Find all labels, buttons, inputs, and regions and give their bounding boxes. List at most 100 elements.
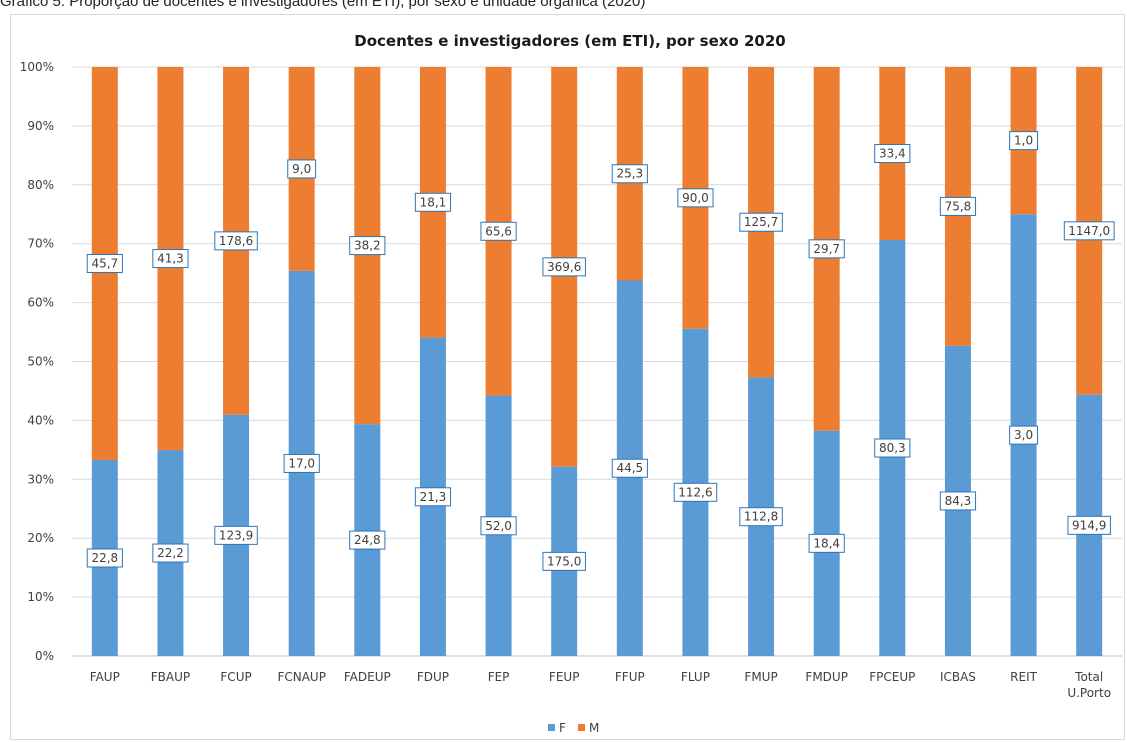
data-label: 22,2 — [157, 546, 184, 560]
figure-caption: Gráfico 5. Proporção de docentes e inves… — [0, 0, 646, 10]
data-label: 21,3 — [420, 490, 447, 504]
data-label: 25,3 — [616, 167, 643, 181]
x-axis-ticks: FAUP FBAUP FCUP FCNAUP FADEUP FDUP FEP FEUP FFUP… — [90, 670, 1111, 700]
data-label: 178,6 — [219, 234, 253, 248]
x-tick-label: FMUP — [744, 670, 777, 684]
y-tick-label: 20% — [27, 531, 54, 545]
data-label-box — [939, 196, 977, 216]
data-label: 65,6 — [485, 224, 512, 238]
data-label: 9,0 — [292, 162, 311, 176]
y-tick-label: 60% — [27, 296, 54, 310]
x-tick-label: FBAUP — [151, 670, 190, 684]
y-axis-ticks: 0% 10% 20% 30% 40% 50% 60% 70% 80% 90% 100% — [20, 60, 54, 663]
x-tick-label: FPCEUP — [869, 670, 915, 684]
data-label-box — [283, 453, 320, 473]
data-label-box — [542, 257, 586, 277]
data-label-box — [1009, 131, 1039, 151]
legend-label: M — [589, 721, 599, 735]
x-tick-label: ICBAS — [940, 670, 976, 684]
data-label-box — [739, 507, 783, 527]
data-label-box — [1009, 425, 1039, 445]
data-label-box — [152, 543, 189, 563]
x-tick-label: U.Porto — [1067, 686, 1111, 700]
x-tick-label: FCNAUP — [277, 670, 326, 684]
data-label-box — [939, 491, 977, 511]
data-label-box — [480, 221, 517, 241]
data-label: 38,2 — [354, 239, 381, 253]
data-label-box — [152, 249, 189, 269]
data-label: 18,4 — [813, 536, 840, 550]
x-tick-label: FADEUP — [344, 670, 391, 684]
data-label-box — [414, 487, 452, 507]
y-tick-label: 50% — [27, 355, 54, 369]
data-label-box — [542, 551, 586, 571]
data-label-box — [349, 530, 386, 550]
data-label-box — [611, 164, 648, 184]
data-label: 914,9 — [1072, 518, 1106, 532]
x-tick-label: FDUP — [417, 670, 449, 684]
data-label: 1147,0 — [1068, 224, 1110, 238]
data-label-box — [673, 482, 718, 502]
x-tick-label: FAUP — [90, 670, 120, 684]
data-label: 90,0 — [682, 191, 709, 205]
data-label-box — [874, 144, 911, 164]
legend-label: F — [559, 721, 566, 735]
x-tick-label: FEP — [488, 670, 510, 684]
data-label-box — [677, 188, 714, 208]
y-tick-label: 40% — [27, 413, 54, 427]
chart-title: Docentes e investigadores (em ETI), por … — [354, 32, 785, 50]
data-label: 112,6 — [678, 485, 712, 499]
legend-swatch-f — [548, 724, 555, 731]
data-label: 18,1 — [420, 195, 447, 209]
data-label: 24,8 — [354, 533, 381, 547]
x-tick-label: FMDUP — [805, 670, 848, 684]
legend-swatch-m — [578, 724, 585, 731]
x-tick-label: FCUP — [220, 670, 251, 684]
y-tick-label: 70% — [27, 237, 54, 251]
y-tick-label: 0% — [35, 649, 54, 663]
data-label: 22,8 — [91, 551, 118, 565]
data-label: 3,0 — [1014, 428, 1033, 442]
data-label: 1,0 — [1014, 134, 1033, 148]
data-label-box — [739, 212, 783, 232]
data-label-box — [349, 236, 386, 256]
y-tick-label: 30% — [27, 472, 54, 486]
x-tick-label: REIT — [1010, 670, 1037, 684]
data-label-box — [611, 458, 648, 478]
x-tick-label: Total — [1074, 670, 1103, 684]
data-label-box — [874, 438, 911, 458]
data-label-box — [287, 159, 317, 179]
data-label: 80,3 — [879, 441, 906, 455]
data-label-box — [414, 192, 452, 212]
data-label: 125,7 — [744, 215, 778, 229]
y-tick-label: 100% — [20, 60, 54, 74]
data-label: 112,8 — [744, 510, 778, 524]
data-label-box — [480, 516, 517, 536]
data-label-box — [214, 525, 258, 545]
data-label-box — [808, 239, 845, 259]
x-tick-label: FLUP — [681, 670, 710, 684]
data-label: 123,9 — [219, 528, 253, 542]
data-label-box — [808, 533, 845, 553]
data-label: 75,8 — [945, 199, 972, 213]
y-tick-label: 10% — [27, 590, 54, 604]
x-tick-label: FFUP — [615, 670, 645, 684]
data-label: 17,0 — [288, 456, 315, 470]
data-label-box — [86, 548, 123, 568]
data-label: 84,3 — [945, 494, 972, 508]
bars: 22,8 45,7 22,2 41,3 123,9 178,6 17,0 9,0 24,8 38,… — [86, 67, 1115, 657]
data-label-box — [86, 253, 123, 273]
data-label-box — [1067, 515, 1111, 535]
y-tick-label: 90% — [27, 119, 54, 133]
y-tick-label: 80% — [27, 178, 54, 192]
data-label: 33,4 — [879, 147, 906, 161]
data-label: 52,0 — [485, 519, 512, 533]
data-label-box — [214, 231, 258, 251]
data-label-box — [1063, 221, 1115, 241]
data-label: 369,6 — [547, 260, 581, 274]
data-label: 41,3 — [157, 252, 184, 266]
data-label: 175,0 — [547, 554, 581, 568]
data-label: 45,7 — [91, 256, 118, 270]
